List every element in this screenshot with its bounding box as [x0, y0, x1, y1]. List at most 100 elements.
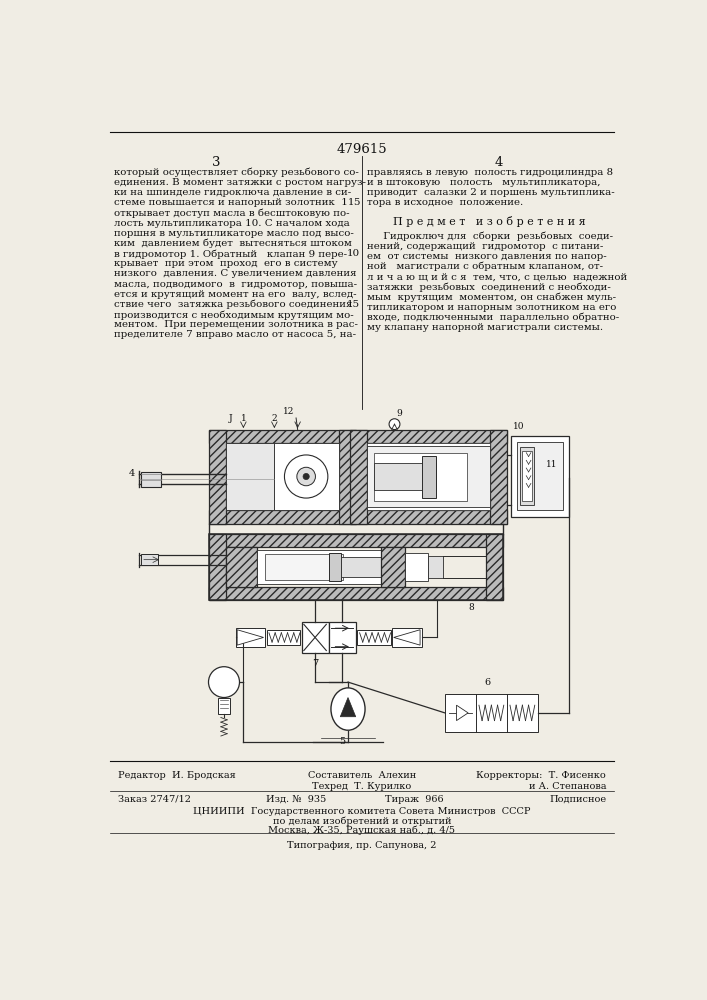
- Bar: [428, 556, 443, 578]
- Text: ким  давлением будет  вытесняться штоком: ким давлением будет вытесняться штоком: [114, 239, 352, 248]
- Bar: [218, 698, 230, 714]
- Bar: [349, 430, 367, 524]
- Text: 10: 10: [346, 249, 360, 258]
- Text: 5: 5: [339, 737, 345, 746]
- Text: му клапану напорной магистрали системы.: му клапану напорной магистрали системы.: [368, 323, 604, 332]
- Polygon shape: [394, 630, 420, 645]
- Bar: [520, 447, 534, 505]
- Text: 1: 1: [240, 414, 246, 423]
- Text: ки на шпинделе гидроключа давление в си-: ки на шпинделе гидроключа давление в си-: [114, 188, 351, 197]
- Bar: [510, 436, 569, 517]
- Text: 12: 12: [283, 407, 294, 416]
- Text: 15: 15: [346, 300, 360, 309]
- Bar: [392, 628, 421, 647]
- Bar: [209, 534, 503, 600]
- Text: 4: 4: [129, 469, 135, 478]
- Text: Типография, пр. Сапунова, 2: Типография, пр. Сапунова, 2: [287, 841, 437, 850]
- Text: 9: 9: [397, 409, 402, 418]
- Text: П р е д м е т   и з о б р е т е н и я: П р е д м е т и з о б р е т е н и я: [393, 216, 586, 227]
- Text: J: J: [228, 414, 232, 423]
- Text: Составитель  Алехин: Составитель Алехин: [308, 771, 416, 780]
- Circle shape: [389, 419, 400, 430]
- Text: ной   магистрали с обратным клапаном, от-: ной магистрали с обратным клапаном, от-: [368, 262, 604, 271]
- Bar: [209, 534, 226, 600]
- Text: ЦНИИПИ  Государственного комитета Совета Министров  СССР: ЦНИИПИ Государственного комитета Совета …: [193, 807, 531, 816]
- Text: по делам изобретений и открытий: по делам изобретений и открытий: [273, 816, 451, 826]
- Bar: [445, 694, 538, 732]
- Bar: [374, 453, 467, 501]
- Text: Редактор  И. Бродская: Редактор И. Бродская: [118, 771, 235, 780]
- Bar: [235, 628, 265, 647]
- Text: и А. Степанова: и А. Степанова: [529, 782, 606, 791]
- Text: который осуществляет сборку резьбового со-: который осуществляет сборку резьбового с…: [114, 168, 359, 177]
- Text: единения. В момент затяжки с ростом нагруз-: единения. В момент затяжки с ростом нагр…: [114, 178, 366, 187]
- Bar: [329, 553, 341, 581]
- Bar: [421, 456, 436, 498]
- Bar: [367, 443, 490, 510]
- Bar: [141, 472, 161, 487]
- Bar: [522, 451, 532, 501]
- Text: л и ч а ю щ и й с я  тем, что, с целью  надежной: л и ч а ю щ и й с я тем, что, с целью на…: [368, 272, 628, 281]
- Bar: [209, 430, 507, 443]
- Text: поршня в мультипликаторе масло под высо-: поршня в мультипликаторе масло под высо-: [114, 229, 354, 238]
- Bar: [209, 534, 503, 547]
- Text: лость мультипликатора 10. С началом хода: лость мультипликатора 10. С началом хода: [114, 219, 350, 228]
- Text: тора в исходное  положение.: тора в исходное положение.: [368, 198, 524, 207]
- Text: 10: 10: [513, 422, 525, 431]
- Bar: [226, 547, 257, 587]
- Bar: [226, 443, 339, 510]
- Text: открывает доступ масла в бесштоковую по-: открывает доступ масла в бесштоковую по-: [114, 208, 349, 218]
- Text: ментом.  При перемещении золотника в рас-: ментом. При перемещении золотника в рас-: [114, 320, 358, 329]
- Text: Изд. №  935: Изд. № 935: [266, 795, 326, 804]
- Text: 11: 11: [546, 460, 557, 469]
- Bar: [374, 463, 436, 490]
- Text: ствие чего  затяжка резьбового соединения: ствие чего затяжка резьбового соединения: [114, 300, 352, 309]
- Circle shape: [209, 667, 240, 698]
- Text: приводит  салазки 2 и поршень мультиплика-: приводит салазки 2 и поршень мультиплика…: [368, 188, 615, 197]
- Text: и в штоковую   полость   мультипликатора,: и в штоковую полость мультипликатора,: [368, 178, 601, 187]
- Text: Подписное: Подписное: [549, 795, 606, 804]
- Text: масла, подводимого  в  гидромотор, повыша-: масла, подводимого в гидромотор, повыша-: [114, 280, 357, 289]
- Text: крывает  при этом  проход  его в систему: крывает при этом проход его в систему: [114, 259, 337, 268]
- Text: нений, содержащий  гидромотор  с питани-: нений, содержащий гидромотор с питани-: [368, 242, 604, 251]
- Text: 4: 4: [495, 156, 503, 169]
- Bar: [517, 442, 563, 510]
- Circle shape: [303, 473, 309, 480]
- Text: 2: 2: [271, 414, 277, 423]
- Bar: [329, 622, 356, 653]
- Text: затяжки  резьбовых  соединений с необходи-: затяжки резьбовых соединений с необходи-: [368, 282, 612, 292]
- Text: 8: 8: [468, 603, 474, 612]
- Polygon shape: [340, 698, 356, 717]
- Text: пределителе 7 вправо масло от насоса 5, на-: пределителе 7 вправо масло от насоса 5, …: [114, 330, 356, 339]
- Text: ется и крутящий момент на его  валу, вслед-: ется и крутящий момент на его валу, всле…: [114, 290, 356, 299]
- Bar: [265, 554, 343, 580]
- Bar: [341, 557, 381, 577]
- Bar: [367, 446, 490, 507]
- Text: правляясь в левую  полость гидроцилиндра 8: правляясь в левую полость гидроцилиндра …: [368, 168, 614, 177]
- Bar: [490, 430, 507, 524]
- Bar: [339, 430, 356, 524]
- Circle shape: [297, 467, 315, 486]
- Bar: [381, 547, 404, 587]
- Bar: [486, 534, 503, 600]
- Bar: [404, 553, 428, 581]
- Text: Тираж  966: Тираж 966: [385, 795, 443, 804]
- Text: ем  от системы  низкого давления по напор-: ем от системы низкого давления по напор-: [368, 252, 607, 261]
- Text: Гидроключ для  сборки  резьбовых  соеди-: Гидроключ для сборки резьбовых соеди-: [368, 231, 614, 241]
- Text: в гидромотор 1. Обратный   клапан 9 пере-: в гидромотор 1. Обратный клапан 9 пере-: [114, 249, 347, 259]
- Bar: [226, 443, 274, 510]
- Text: Заказ 2747/12: Заказ 2747/12: [118, 795, 191, 804]
- Bar: [274, 443, 339, 510]
- Text: Техред  Т. Курилко: Техред Т. Курилко: [312, 782, 411, 791]
- Text: Москва, Ж-35, Раушская наб., д. 4/5: Москва, Ж-35, Раушская наб., д. 4/5: [269, 825, 455, 835]
- Circle shape: [284, 455, 328, 498]
- Text: 479615: 479615: [337, 143, 387, 156]
- Text: стеме повышается и напорный золотник  11: стеме повышается и напорный золотник 11: [114, 198, 354, 207]
- Polygon shape: [237, 630, 264, 645]
- Bar: [357, 630, 391, 645]
- Bar: [267, 630, 300, 645]
- Bar: [209, 430, 226, 524]
- Text: 5: 5: [353, 198, 360, 207]
- Bar: [141, 554, 158, 565]
- Text: входе, подключенными  параллельно обратно-: входе, подключенными параллельно обратно…: [368, 313, 619, 322]
